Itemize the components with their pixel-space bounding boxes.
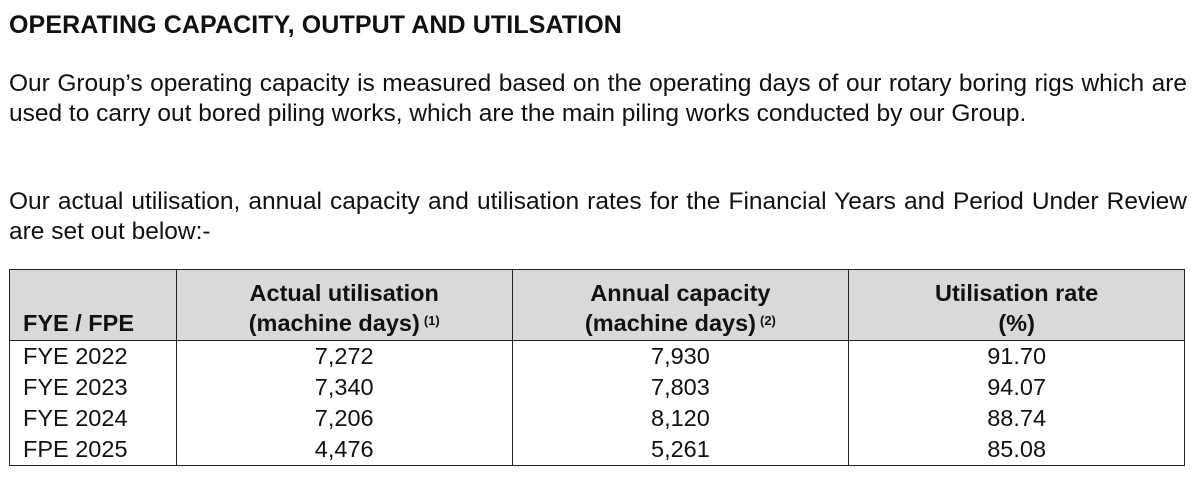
header-capacity-line1: Annual capacity [590,280,771,306]
header-utilisation-rate: Utilisation rate (%) [848,269,1185,341]
cell-period: FYE 2023 [9,372,177,403]
cell-period: FPE 2025 [9,434,177,466]
table-row: FYE 2023 7,340 7,803 94.07 [9,372,1185,403]
table-intro-paragraph: Our actual utilisation, annual capacity … [9,188,1187,245]
cell-utilisation-rate: 88.74 [848,403,1185,434]
header-capacity-line2: (machine days) [584,310,756,336]
table-header-row: FYE / FPE Actual utilisation (machine da… [9,269,1185,341]
cell-actual-utilisation: 4,476 [175,434,513,466]
header-rate-line2: (%) [998,310,1035,336]
cell-period: FYE 2022 [9,340,177,372]
cell-actual-utilisation: 7,340 [175,372,513,403]
cell-actual-utilisation: 7,206 [175,403,513,434]
header-rate-line1: Utilisation rate [935,280,1099,306]
cell-utilisation-rate: 91.70 [848,340,1185,372]
section-heading: OPERATING CAPACITY, OUTPUT AND UTILSATIO… [9,11,622,39]
cell-period: FYE 2024 [9,403,177,434]
capacity-description-paragraph: Our Group’s operating capacity is measur… [9,70,1187,127]
cell-utilisation-rate: 94.07 [848,372,1185,403]
cell-annual-capacity: 5,261 [511,434,850,466]
utilisation-table: FYE / FPE Actual utilisation (machine da… [9,269,1185,466]
footnote-marker-2: (2) [760,313,776,328]
header-actual-line2: (machine days) [248,310,420,336]
cell-annual-capacity: 7,803 [511,372,850,403]
header-actual-utilisation: Actual utilisation (machine days) (1) [175,269,513,341]
cell-annual-capacity: 7,930 [511,340,850,372]
table-row: FPE 2025 4,476 5,261 85.08 [9,434,1185,466]
cell-utilisation-rate: 85.08 [848,434,1185,466]
footnote-marker-1: (1) [423,313,440,328]
header-period: FYE / FPE [9,269,177,341]
cell-actual-utilisation: 7,272 [175,340,513,372]
cell-annual-capacity: 8,120 [511,403,850,434]
table-row: FYE 2024 7,206 8,120 88.74 [9,403,1185,434]
header-annual-capacity: Annual capacity (machine days) (2) [511,269,850,341]
header-period-label: FYE / FPE [23,310,134,336]
header-actual-line1: Actual utilisation [249,280,439,306]
table-row: FYE 2022 7,272 7,930 91.70 [9,340,1185,372]
